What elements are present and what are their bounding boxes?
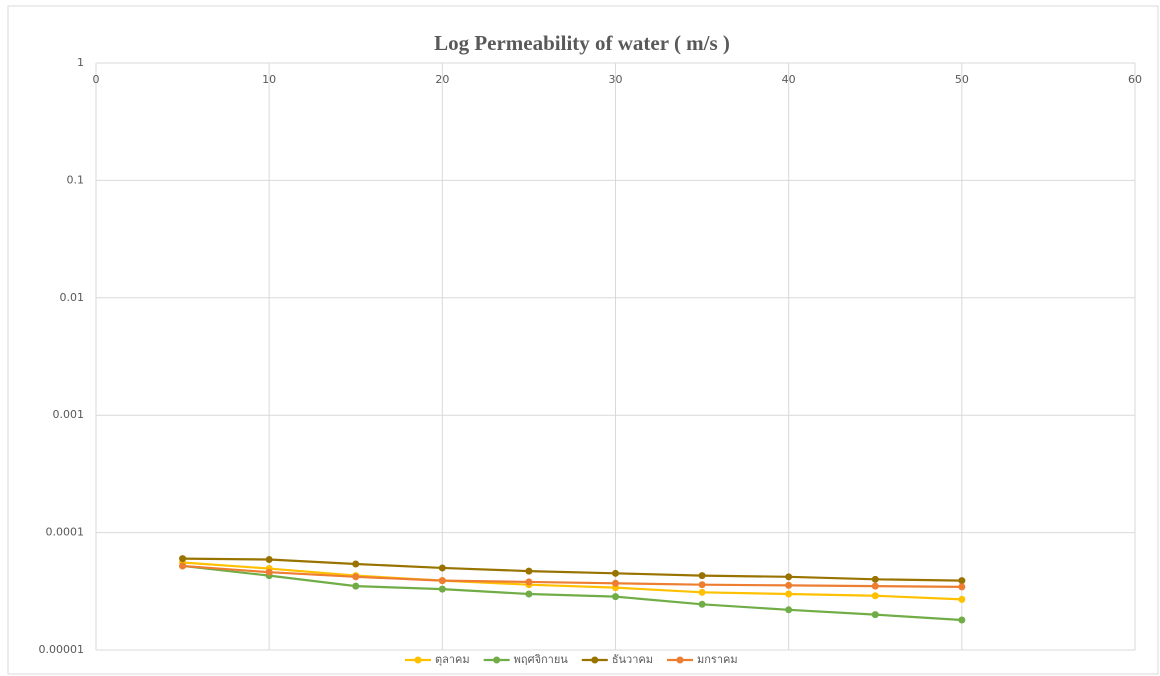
y-tick-label: 0.1 xyxy=(67,173,85,186)
data-point xyxy=(785,606,792,613)
y-tick-label: 0.0001 xyxy=(46,526,85,539)
legend-label: ตุลาคม xyxy=(435,653,470,666)
x-tick-label: 30 xyxy=(609,73,623,86)
x-tick-label: 0 xyxy=(93,73,100,86)
data-point xyxy=(266,569,273,576)
data-point xyxy=(958,583,965,590)
data-point xyxy=(872,592,879,599)
legend-marker xyxy=(677,657,684,664)
legend-label: ธันวาคม xyxy=(612,653,653,666)
x-tick-label: 60 xyxy=(1128,73,1142,86)
legend-label: พฤศจิกายน xyxy=(514,653,569,666)
data-point xyxy=(958,617,965,624)
data-point xyxy=(179,555,186,562)
data-point xyxy=(266,556,273,563)
x-tick-label: 50 xyxy=(955,73,969,86)
data-point xyxy=(699,581,706,588)
data-point xyxy=(699,601,706,608)
data-point xyxy=(699,572,706,579)
legend-marker xyxy=(591,657,598,664)
y-tick-label: 1 xyxy=(77,56,84,69)
data-point xyxy=(612,580,619,587)
legend-marker xyxy=(493,657,500,664)
data-point xyxy=(352,561,359,568)
data-point xyxy=(872,611,879,618)
y-tick-label: 0.001 xyxy=(53,408,85,421)
chart: Log Permeability of water ( m/s ) 1 0.1 0.… xyxy=(0,0,1160,676)
data-point xyxy=(179,562,186,569)
data-point xyxy=(958,596,965,603)
data-point xyxy=(958,577,965,584)
data-point xyxy=(872,576,879,583)
chart-title: Log Permeability of water ( m/s ) xyxy=(434,31,730,55)
data-point xyxy=(785,582,792,589)
legend-label: มกราคม xyxy=(697,653,738,666)
legend-marker xyxy=(415,657,422,664)
chart-frame xyxy=(8,6,1158,674)
data-point xyxy=(352,583,359,590)
data-point xyxy=(439,564,446,571)
data-point xyxy=(699,589,706,596)
data-point xyxy=(439,577,446,584)
data-point xyxy=(785,573,792,580)
data-point xyxy=(352,573,359,580)
data-point xyxy=(439,586,446,593)
data-point xyxy=(785,590,792,597)
data-point xyxy=(612,593,619,600)
y-tick-label: 0.00001 xyxy=(39,643,85,656)
data-point xyxy=(525,578,532,585)
data-point xyxy=(612,570,619,577)
y-tick-label: 0.01 xyxy=(60,291,85,304)
x-tick-label: 40 xyxy=(782,73,796,86)
data-point xyxy=(525,568,532,575)
data-point xyxy=(525,590,532,597)
data-point xyxy=(872,583,879,590)
x-tick-label: 20 xyxy=(435,73,449,86)
x-tick-label: 10 xyxy=(262,73,276,86)
